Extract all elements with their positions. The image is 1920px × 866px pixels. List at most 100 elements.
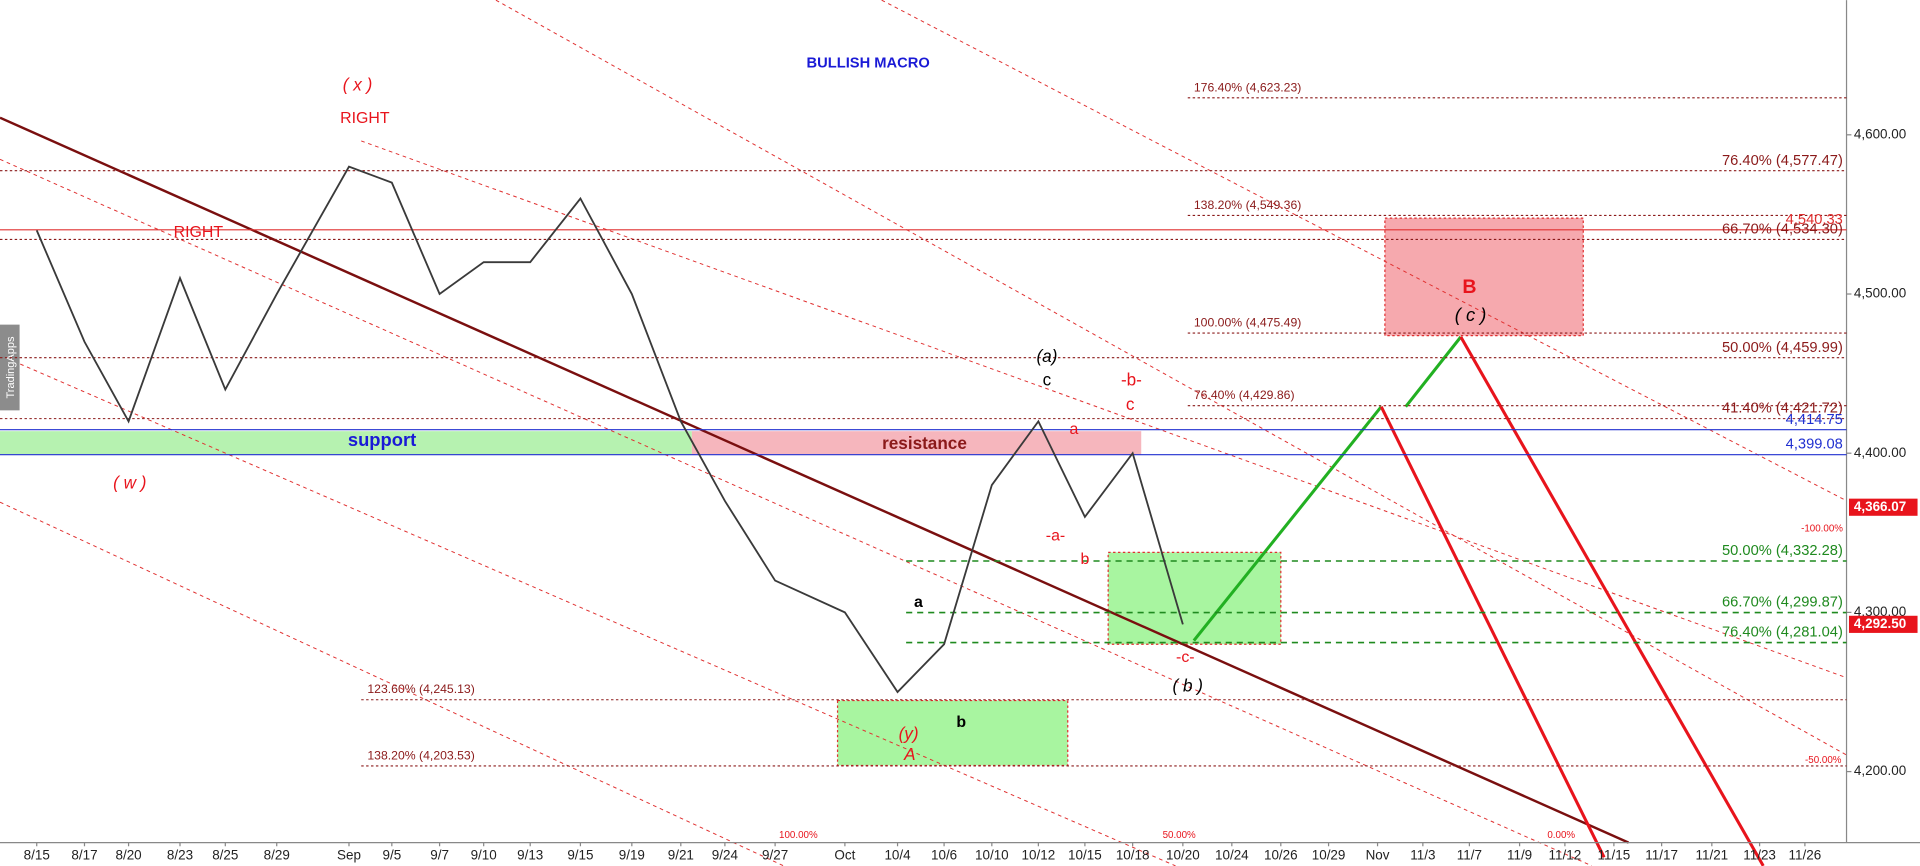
x-tick-label: 9/10 — [471, 848, 497, 863]
x-tick-label: 8/23 — [167, 848, 193, 863]
x-tick-label: Nov — [1366, 848, 1390, 863]
annotation: 50.00% — [1163, 830, 1196, 841]
level-label: 76.40% (4,577.47) — [1722, 153, 1843, 169]
level-label: 50.00% (4,332.28) — [1722, 543, 1843, 559]
watermark-box — [0, 324, 20, 411]
annotation: b — [956, 714, 966, 731]
annotation: -c- — [1176, 649, 1195, 666]
annotation: (y) — [899, 723, 919, 743]
annotation: 100.00% — [779, 830, 818, 841]
target-zone — [1384, 217, 1584, 337]
annotation: B — [1462, 276, 1476, 298]
annotation: c — [1126, 394, 1135, 414]
x-tick-label: Oct — [834, 848, 855, 863]
x-tick-label: 11/12 — [1549, 848, 1582, 863]
annotation: RIGHT — [174, 224, 224, 241]
projection-down — [1379, 405, 1606, 858]
x-tick-label: 10/12 — [1022, 848, 1056, 863]
x-tick-label: 10/20 — [1166, 848, 1200, 863]
annotation: ( w ) — [113, 472, 146, 492]
annotation: 0.00% — [1547, 830, 1575, 841]
price-tag — [1848, 498, 1918, 516]
x-tick-label: 10/4 — [884, 848, 911, 863]
annotation: ( x ) — [343, 74, 372, 94]
x-tick-label: 9/15 — [567, 848, 593, 863]
level-label: 4,414.75 — [1786, 412, 1843, 428]
x-tick-label: 10/6 — [931, 848, 957, 863]
projection-down — [1459, 336, 1765, 866]
watermark: TradingApps — [5, 336, 17, 399]
x-tick-label: 10/10 — [975, 848, 1009, 863]
x-tick-label: 9/24 — [712, 848, 739, 863]
low-zone — [836, 699, 1069, 767]
level-label: 66.70% (4,299.87) — [1722, 595, 1843, 611]
channel-line — [495, 0, 1920, 797]
x-tick-label: 9/21 — [668, 848, 694, 863]
x-tick-label: 9/27 — [762, 848, 788, 863]
annotation: support — [348, 429, 416, 450]
x-tick-label: 11/9 — [1507, 848, 1532, 863]
price-tag-label: 4,292.50 — [1854, 616, 1906, 631]
x-tick-label: 8/29 — [264, 848, 290, 863]
level-label: 66.70% (4,534.30) — [1722, 221, 1843, 237]
y-axis-area — [1846, 0, 1920, 866]
annotation: ( c ) — [1455, 304, 1487, 325]
x-tick-label: 10/15 — [1068, 848, 1102, 863]
resistance-zone — [691, 431, 1142, 455]
channel-line — [0, 354, 1176, 866]
chart-title: BULLISH MACRO — [807, 56, 930, 72]
x-tick-label: 10/29 — [1312, 848, 1346, 863]
level-label: 4,540.33 — [1786, 212, 1843, 228]
price-tag-label: 4,366.07 — [1854, 499, 1906, 514]
x-tick-label: 8/17 — [71, 848, 97, 863]
level-label: 100.00% (4,475.49) — [1194, 315, 1301, 329]
annotation: (a) — [1036, 346, 1057, 366]
level-label: 50.00% (4,459.99) — [1722, 340, 1843, 356]
y-tick-label: 4,200.00 — [1854, 763, 1906, 778]
x-tick-label: 11/3 — [1410, 848, 1435, 863]
annotation: ( b ) — [1173, 676, 1203, 696]
x-tick-label: 10/26 — [1264, 848, 1298, 863]
level-label: 76.40% (4,281.04) — [1722, 625, 1843, 641]
annotation: b — [1080, 551, 1089, 568]
annotation: c — [1043, 369, 1052, 389]
x-tick-label: 11/17 — [1645, 848, 1678, 863]
level-label: 138.20% (4,203.53) — [367, 748, 474, 762]
x-tick-label: 8/20 — [115, 848, 141, 863]
x-tick-label: 8/15 — [24, 848, 50, 863]
annotation: resistance — [882, 433, 967, 453]
annotation: A — [903, 744, 915, 764]
x-tick-label: 10/24 — [1215, 848, 1249, 863]
level-label: 138.20% (4,549.36) — [1194, 198, 1301, 212]
x-tick-label: Sep — [337, 848, 361, 863]
level-label: 76.40% (4,429.86) — [1194, 388, 1295, 402]
projection-up — [1192, 405, 1383, 642]
x-tick-label: 11/26 — [1789, 848, 1822, 863]
level-label: 4,399.08 — [1786, 437, 1843, 453]
y-tick-label: 4,600.00 — [1854, 126, 1906, 141]
x-tick-label: 11/7 — [1457, 848, 1482, 863]
x-tick-label: 9/5 — [382, 848, 401, 863]
x-tick-label: 11/15 — [1598, 848, 1631, 863]
annotation: RIGHT — [340, 110, 390, 127]
trend-line — [0, 116, 1630, 844]
annotation: -100.00% — [1801, 524, 1843, 535]
annotation: -a- — [1046, 528, 1065, 545]
x-tick-label: 11/23 — [1743, 848, 1776, 863]
price-line — [35, 165, 1184, 694]
level-label: 41.40% (4,421.72) — [1722, 401, 1843, 417]
x-tick-label: 8/25 — [212, 848, 238, 863]
price-tag — [1848, 615, 1918, 633]
y-tick-label: 4,400.00 — [1854, 445, 1906, 460]
level-label: 176.40% (4,623.23) — [1194, 80, 1301, 94]
annotation: a — [914, 594, 923, 611]
annotation: a — [1069, 421, 1078, 438]
annotation: -50.00% — [1805, 755, 1842, 766]
level-label: 123.60% (4,245.13) — [367, 682, 474, 696]
y-tick-label: 4,300.00 — [1854, 604, 1906, 619]
projection-up — [1404, 335, 1463, 408]
x-tick-label: 9/13 — [517, 848, 543, 863]
y-tick-label: 4,500.00 — [1854, 286, 1906, 301]
